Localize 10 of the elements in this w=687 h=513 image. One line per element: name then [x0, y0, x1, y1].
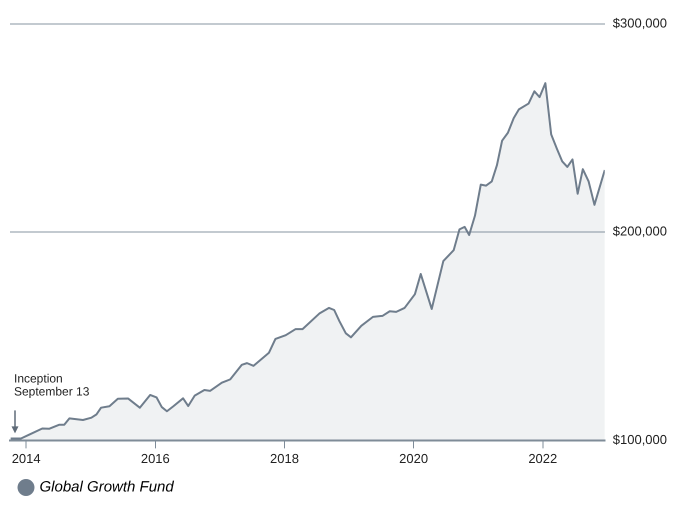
x-tick-label: 2020: [399, 450, 428, 466]
x-tick-label: 2018: [270, 450, 299, 466]
y-tick-label: $300,000: [612, 15, 668, 30]
x-tick-label: 2022: [528, 450, 558, 466]
x-tick-label: 2014: [12, 450, 41, 466]
y-tick-label: $200,000: [612, 224, 668, 239]
legend-label: Global Growth Fund: [40, 478, 174, 496]
y-tick-label: $100,000: [612, 432, 668, 447]
x-tick-label: 2016: [140, 450, 170, 466]
annotation: Inception September 13: [14, 371, 90, 398]
